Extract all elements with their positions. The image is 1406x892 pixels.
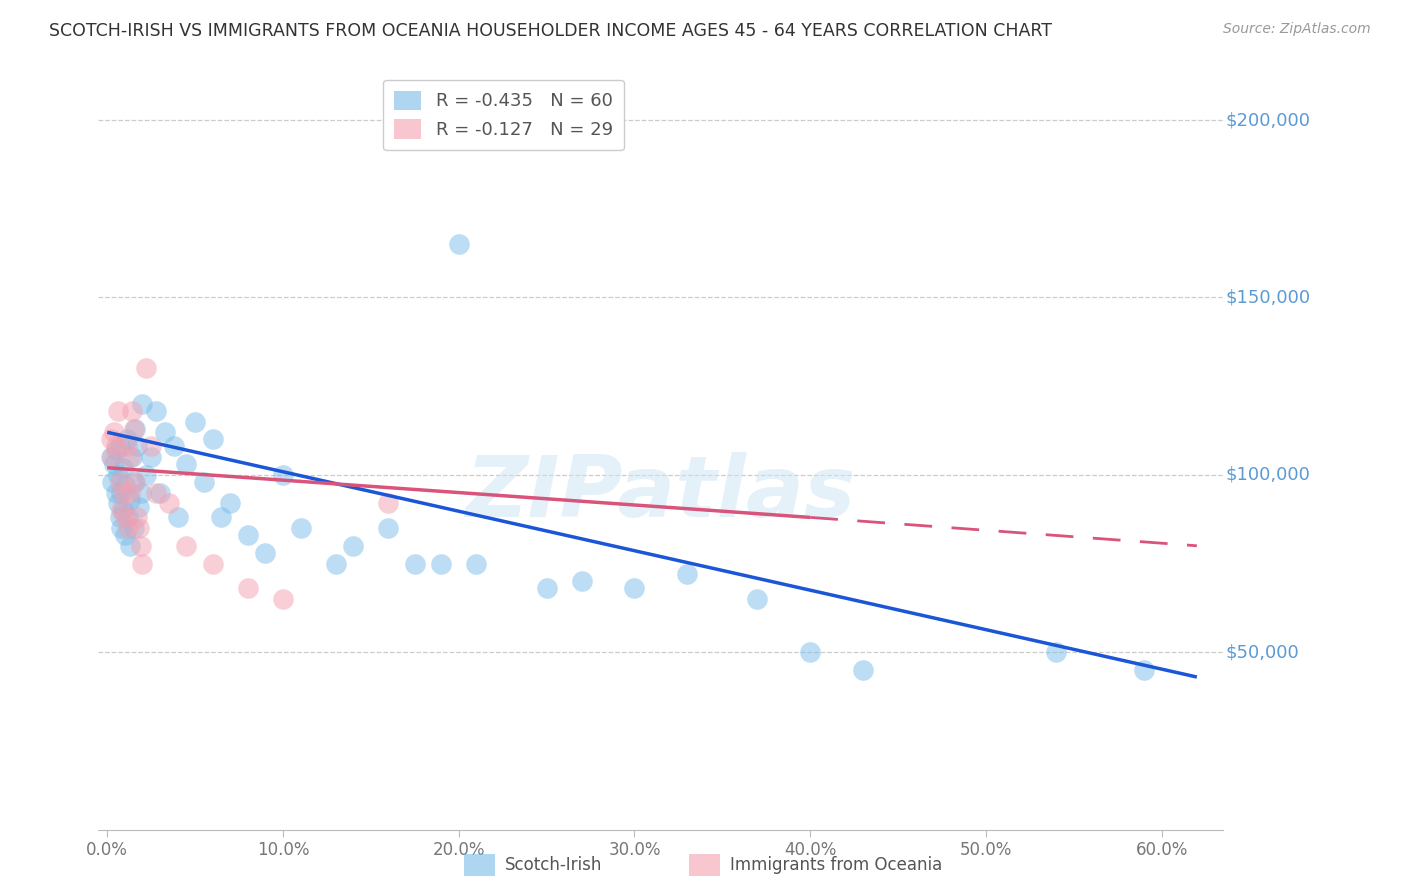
Point [110, 521, 132, 535]
Point [219, 496, 242, 510]
Point [110, 503, 132, 517]
Point [120, 485, 141, 500]
Point [135, 361, 157, 376]
Point [145, 485, 167, 500]
Point [131, 397, 153, 411]
Point [184, 415, 207, 429]
Text: $150,000: $150,000 [1226, 288, 1310, 307]
Point [236, 582, 259, 596]
Point [129, 485, 152, 500]
Point [107, 404, 129, 418]
Point [108, 440, 131, 454]
Point [536, 582, 558, 596]
Point [112, 460, 135, 475]
Point [107, 467, 129, 482]
Legend: R = -0.435   N = 60, R = -0.127   N = 29: R = -0.435 N = 60, R = -0.127 N = 29 [384, 79, 623, 150]
Point [100, 433, 122, 447]
Point [211, 510, 233, 524]
Point [120, 492, 141, 507]
Point [114, 510, 136, 524]
Point [747, 592, 769, 607]
Point [342, 539, 364, 553]
Point [117, 510, 139, 524]
Point [377, 521, 399, 535]
Point [101, 475, 124, 489]
Point [129, 539, 152, 553]
Point [676, 567, 699, 582]
Point [100, 450, 122, 464]
Point [571, 574, 593, 589]
Point [149, 485, 172, 500]
Text: $100,000: $100,000 [1226, 466, 1310, 483]
Point [623, 582, 645, 596]
Point [141, 440, 163, 454]
Point [201, 557, 224, 571]
Point [155, 425, 177, 440]
Point [128, 500, 150, 514]
Point [377, 496, 399, 510]
Point [120, 450, 141, 464]
Point [122, 521, 145, 535]
Point [115, 433, 138, 447]
Point [852, 663, 875, 677]
Point [108, 475, 131, 489]
Point [112, 485, 135, 500]
Point [128, 521, 150, 535]
Point [163, 440, 186, 454]
Point [290, 521, 312, 535]
Point [166, 510, 188, 524]
Text: Scotch-Irish: Scotch-Irish [505, 855, 602, 874]
Point [127, 440, 149, 454]
Point [117, 521, 139, 535]
Point [105, 442, 127, 457]
Point [430, 557, 453, 571]
Text: Source: ZipAtlas.com: Source: ZipAtlas.com [1223, 22, 1371, 37]
Point [799, 645, 821, 659]
Point [112, 503, 135, 517]
Point [122, 422, 145, 436]
Point [271, 592, 294, 607]
Point [447, 237, 470, 252]
Point [114, 478, 136, 492]
Point [122, 475, 145, 489]
Point [236, 528, 259, 542]
Point [121, 404, 143, 418]
Point [141, 450, 163, 464]
Text: $50,000: $50,000 [1226, 643, 1299, 661]
Text: ZIPatlas: ZIPatlas [465, 452, 856, 535]
Point [404, 557, 426, 571]
Point [174, 457, 197, 471]
Point [114, 528, 136, 542]
Point [201, 433, 224, 447]
Point [131, 557, 153, 571]
Point [105, 440, 127, 454]
Point [115, 440, 138, 454]
Point [124, 475, 146, 489]
Point [103, 457, 125, 471]
Point [127, 510, 149, 524]
Point [254, 546, 277, 560]
Point [101, 450, 124, 464]
Text: SCOTCH-IRISH VS IMMIGRANTS FROM OCEANIA HOUSEHOLDER INCOME AGES 45 - 64 YEARS CO: SCOTCH-IRISH VS IMMIGRANTS FROM OCEANIA … [49, 22, 1052, 40]
Point [193, 475, 215, 489]
Point [110, 485, 132, 500]
Point [1045, 645, 1067, 659]
Point [1133, 663, 1156, 677]
Text: $200,000: $200,000 [1226, 112, 1310, 129]
Point [325, 557, 347, 571]
Point [105, 485, 127, 500]
Point [271, 467, 294, 482]
Point [120, 539, 141, 553]
Point [108, 510, 131, 524]
Point [135, 467, 157, 482]
Point [107, 496, 129, 510]
Point [124, 422, 146, 436]
Point [103, 425, 125, 440]
Point [121, 450, 143, 464]
Point [465, 557, 488, 571]
Point [145, 404, 167, 418]
Text: Immigrants from Oceania: Immigrants from Oceania [730, 855, 942, 874]
Point [157, 496, 180, 510]
Point [174, 539, 197, 553]
